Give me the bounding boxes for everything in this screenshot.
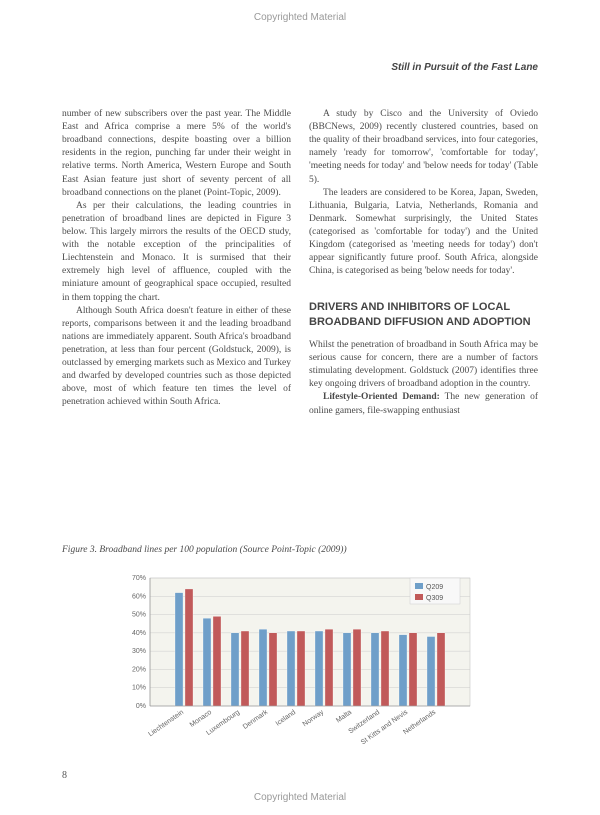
svg-text:Q209: Q209: [426, 584, 443, 591]
barchart: 0% 10% 20% 30% 40% 50% 60% 70% LiechtensteinMona…: [120, 572, 480, 752]
page-number: 8: [62, 770, 67, 781]
watermark-top: Copyrighted Material: [0, 12, 600, 23]
right-p1: A study by Cisco and the University of O…: [309, 108, 538, 187]
left-p2: As per their calculations, the leading c…: [62, 200, 291, 305]
right-column: A study by Cisco and the University of O…: [309, 108, 538, 418]
watermark-bottom: Copyrighted Material: [0, 792, 600, 803]
figure-caption: Figure 3. Broadband lines per 100 popula…: [62, 545, 347, 555]
svg-text:Monaco: Monaco: [189, 709, 214, 729]
chart-svg: 0% 10% 20% 30% 40% 50% 60% 70% LiechtensteinMona…: [120, 572, 480, 752]
svg-text:Iceland: Iceland: [275, 709, 298, 728]
section-heading: DRIVERS AND INHIBITORS OF LOCAL BROADBAN…: [309, 300, 538, 329]
svg-text:20%: 20%: [132, 666, 146, 673]
page-header-title: Still in Pursuit of the Fast Lane: [391, 62, 538, 73]
svg-text:30%: 30%: [132, 648, 146, 655]
svg-text:50%: 50%: [132, 612, 146, 619]
svg-text:Norway: Norway: [302, 709, 326, 729]
left-p3: Although South Africa doesn't feature in…: [62, 305, 291, 410]
svg-text:40%: 40%: [132, 630, 146, 637]
svg-text:Liechtenstein: Liechtenstein: [147, 709, 185, 738]
body-columns: number of new subscribers over the past …: [62, 108, 538, 418]
p4-lead: Lifestyle-Oriented Demand:: [323, 392, 440, 402]
svg-text:10%: 10%: [132, 685, 146, 692]
svg-text:St Kitts and Nevis: St Kitts and Nevis: [360, 709, 410, 747]
svg-text:Q309: Q309: [426, 595, 443, 602]
svg-text:Denmark: Denmark: [242, 709, 270, 731]
svg-text:60%: 60%: [132, 593, 146, 600]
left-p1: number of new subscribers over the past …: [62, 108, 291, 200]
right-p3: Whilst the penetration of broadband in S…: [309, 339, 538, 391]
svg-text:70%: 70%: [132, 575, 146, 582]
right-p4: Lifestyle-Oriented Demand: The new gener…: [309, 391, 538, 417]
left-column: number of new subscribers over the past …: [62, 108, 291, 418]
svg-text:0%: 0%: [136, 703, 146, 710]
svg-text:Malta: Malta: [335, 709, 353, 725]
right-p2: The leaders are considered to be Korea, …: [309, 187, 538, 279]
